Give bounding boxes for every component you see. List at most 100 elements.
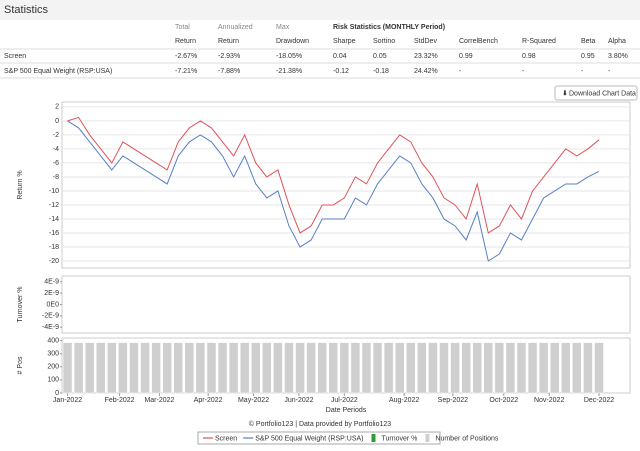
bar [561, 342, 571, 394]
bar [306, 342, 316, 394]
download-icon[interactable]: ⬇ [562, 89, 568, 97]
y-tick-label: 0E0 [47, 301, 60, 308]
bar [527, 342, 538, 394]
bar [428, 342, 438, 394]
table-cell: - [522, 68, 525, 75]
table-cell: 0.04 [333, 53, 347, 60]
bar [239, 342, 250, 394]
bar [339, 342, 350, 394]
bar [162, 342, 172, 394]
x-tick-label: Jun-2022 [284, 397, 313, 404]
y-tick-label: -14 [49, 216, 59, 223]
table-cell: -0.12 [333, 68, 349, 75]
bar [129, 342, 139, 394]
legend-frame [197, 431, 441, 445]
x-tick-label: Oct-2022 [489, 397, 518, 404]
bar [206, 342, 217, 394]
table-cell: - [608, 68, 611, 75]
download-button[interactable]: ⬇ Download Chart Data [554, 85, 638, 101]
bar [516, 342, 527, 394]
bar [262, 342, 272, 394]
title-bar [0, 0, 640, 20]
bar [284, 342, 294, 394]
bar [594, 342, 604, 394]
header-cell: Drawdown [276, 38, 309, 45]
y-axis-label: # Pos [17, 356, 24, 374]
legend-label: Turnover % [381, 435, 417, 442]
bar [461, 342, 471, 394]
legend-label: Number of Positions [435, 435, 499, 442]
table-cell: -0.18 [373, 68, 389, 75]
y-tick-label: -16 [49, 230, 59, 237]
series-line [67, 120, 600, 262]
y-tick-label: -4E-9 [42, 324, 59, 331]
y-tick-label: 100 [47, 377, 59, 384]
bar [361, 342, 372, 394]
x-tick-label: Dec-2022 [584, 397, 614, 404]
bar [450, 342, 460, 394]
header-cell: StdDev [414, 38, 437, 45]
header-cell: Beta [581, 38, 596, 45]
table-cell: 0.98 [522, 53, 536, 60]
bar [118, 342, 128, 394]
x-tick-label: Apr-2022 [194, 397, 223, 404]
bar [317, 342, 327, 394]
y-tick-label: 2 [55, 104, 59, 111]
y-tick-label: 4E-9 [44, 279, 59, 286]
header-cell: Sortino [373, 38, 395, 45]
y-tick-label: -6 [53, 160, 59, 167]
table-cell: 0.99 [459, 53, 473, 60]
table-cell: -7.21% [175, 68, 197, 75]
bar [483, 342, 494, 394]
table-cell: 0.05 [373, 53, 387, 60]
header-cell: Alpha [608, 38, 626, 45]
header-cell: Return [175, 38, 196, 45]
bar [472, 342, 482, 394]
x-tick-label: Jan-2022 [53, 397, 82, 404]
x-tick-label: Mar-2022 [144, 397, 174, 404]
table-cell: 3.80% [608, 53, 628, 60]
footer: © Portfolio123 | Data provided by Portfo… [249, 420, 391, 428]
bar [151, 342, 161, 394]
series-line [67, 116, 600, 234]
page-title: Statistics [4, 4, 49, 16]
bar [549, 342, 560, 394]
table-cell: - [459, 68, 462, 75]
button-label[interactable]: Download Chart Data [569, 90, 636, 97]
table-cell: Screen [4, 53, 26, 60]
y-tick-label: -18 [49, 244, 59, 251]
bar [273, 342, 283, 394]
y-tick-label: -4 [53, 146, 59, 153]
table-cell: -2.93% [218, 53, 240, 60]
bar [73, 342, 84, 394]
bar [328, 342, 339, 394]
legend-swatch [371, 434, 376, 442]
bar [383, 342, 394, 394]
bar [62, 342, 73, 394]
table-cell: S&P 500 Equal Weight (RSP:USA) [4, 68, 112, 75]
x-tick-label: Feb-2022 [105, 397, 135, 404]
header-cell: CorrelBench [459, 38, 498, 45]
y-tick-label: -2E-9 [42, 313, 59, 320]
bar [538, 342, 549, 394]
y-tick-label: 2E-9 [44, 290, 59, 297]
table-cell: -18.05% [276, 53, 302, 60]
bar [195, 342, 206, 394]
bar [406, 342, 416, 394]
plot-frame [61, 275, 631, 334]
table-cell: -2.67% [175, 53, 197, 60]
bar [295, 342, 305, 394]
bar [394, 342, 405, 394]
bar [439, 342, 449, 394]
header-cell: Sharpe [333, 38, 356, 45]
y-axis-label: Return % [17, 170, 24, 199]
x-axis-label: Date Periods [326, 407, 367, 414]
header-cell: Return [218, 38, 239, 45]
bar [184, 342, 195, 394]
bar [140, 342, 150, 394]
legend-label: S&P 500 Equal Weight (RSP:USA) [255, 435, 363, 442]
x-tick-label: Nov-2022 [534, 397, 564, 404]
button-frame[interactable] [554, 85, 638, 101]
table-cell: - [581, 68, 584, 75]
legend-swatch [425, 434, 430, 442]
